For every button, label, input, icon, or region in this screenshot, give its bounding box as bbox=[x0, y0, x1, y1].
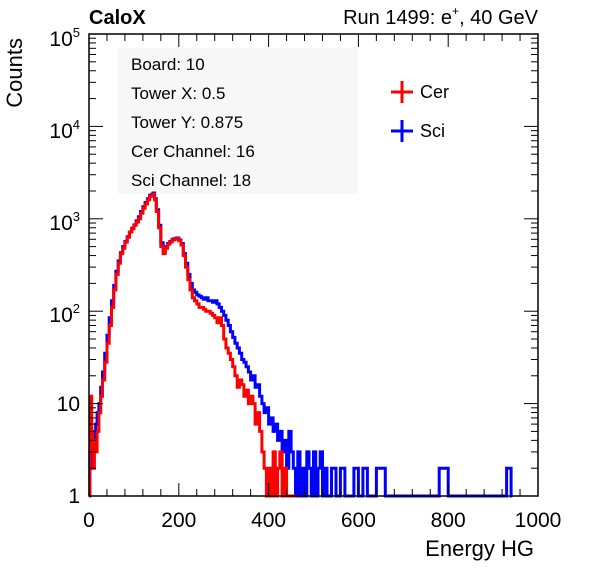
y-axis-title: Counts bbox=[2, 38, 27, 108]
y-tick-1e3-base: 10 bbox=[49, 212, 72, 235]
x-axis-ticks bbox=[88, 34, 539, 496]
x-tick-label-400: 400 bbox=[251, 509, 286, 532]
legend-sci-label: Sci bbox=[420, 121, 445, 141]
info-box-background bbox=[118, 48, 358, 194]
y-tick-label-1: 1 bbox=[68, 485, 80, 508]
y-tick-1e2-exp: 2 bbox=[73, 301, 80, 316]
info-box: Board: 10 Tower X: 0.5 Tower Y: 0.875 Ce… bbox=[118, 48, 358, 194]
header-run-label: Run 1499: e+, 40 GeV bbox=[343, 4, 539, 29]
y-tick-1e3-exp: 3 bbox=[73, 209, 80, 224]
header-run-sup: + bbox=[452, 4, 459, 18]
y-tick-label-1e5: 105 bbox=[49, 25, 80, 51]
y-tick-1e4-base: 10 bbox=[49, 120, 72, 143]
plot-frame bbox=[88, 33, 539, 497]
info-line-cer-channel: Cer Channel: 16 bbox=[131, 142, 255, 161]
x-tick-label-0: 0 bbox=[83, 509, 95, 532]
y-tick-1e5-exp: 5 bbox=[73, 25, 80, 40]
x-axis-title: Energy HG bbox=[425, 536, 534, 561]
header-run-suffix: , 40 GeV bbox=[459, 7, 539, 29]
series-layer bbox=[88, 191, 513, 498]
y-tick-10-base: 10 bbox=[57, 393, 80, 416]
y-tick-label-10: 10 bbox=[57, 393, 80, 416]
y-tick-1e2-base: 10 bbox=[49, 304, 72, 327]
y-tick-1-base: 1 bbox=[68, 485, 80, 508]
x-tick-label-200: 200 bbox=[161, 509, 196, 532]
y-tick-label-1e3: 103 bbox=[49, 209, 80, 235]
y-tick-1e5-base: 10 bbox=[49, 28, 72, 51]
x-tick-label-600: 600 bbox=[341, 509, 376, 532]
x-axis-tick-labels: 0 200 400 600 800 1000 bbox=[83, 509, 561, 532]
y-tick-label-1e4: 104 bbox=[49, 117, 80, 143]
legend: Cer Sci bbox=[391, 81, 449, 142]
info-line-tower-x: Tower X: 0.5 bbox=[131, 84, 226, 103]
y-tick-1e4-exp: 4 bbox=[73, 117, 80, 132]
info-line-board: Board: 10 bbox=[131, 55, 205, 74]
y-axis-tick-labels: 1 10 102 103 104 105 bbox=[49, 25, 80, 508]
y-tick-label-1e2: 102 bbox=[49, 301, 80, 327]
legend-cer-label: Cer bbox=[420, 82, 449, 102]
series-cer-line bbox=[88, 192, 297, 498]
header-run-prefix: Run 1499: e bbox=[343, 7, 452, 29]
info-line-tower-y: Tower Y: 0.875 bbox=[131, 113, 243, 132]
info-line-sci-channel: Sci Channel: 18 bbox=[131, 171, 251, 190]
header-left-label: CaloX bbox=[89, 7, 146, 29]
x-tick-label-800: 800 bbox=[431, 509, 466, 532]
x-tick-label-1000: 1000 bbox=[515, 509, 562, 532]
y-axis-ticks bbox=[89, 33, 538, 497]
